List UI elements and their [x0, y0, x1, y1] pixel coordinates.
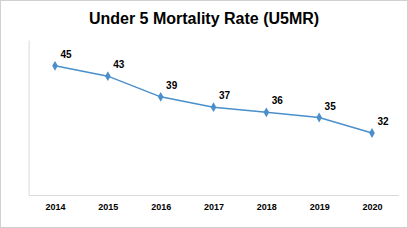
x-tick: 2016: [151, 195, 171, 212]
data-label: 37: [219, 90, 231, 101]
x-tick: 2018: [257, 195, 277, 212]
x-tick: 2017: [204, 195, 224, 212]
x-axis-line: [29, 195, 399, 196]
x-tick-label: 2014: [45, 202, 65, 212]
x-tick-label: 2020: [362, 202, 382, 212]
x-tick-label: 2018: [257, 202, 277, 212]
data-label: 36: [272, 95, 284, 106]
plot-area: [52, 61, 375, 138]
data-label: 39: [166, 80, 178, 91]
x-tick: 2019: [310, 195, 330, 212]
data-label: 43: [113, 59, 125, 70]
data-label: 35: [325, 101, 337, 112]
marker: [158, 92, 164, 102]
marker: [316, 113, 322, 123]
data-labels: 45 43 39 37 36 35 32: [60, 49, 389, 127]
marker: [369, 128, 375, 138]
y-axis: [29, 41, 30, 196]
x-tick: 2015: [98, 195, 118, 212]
x-tick-label: 2019: [310, 202, 330, 212]
data-label: 45: [60, 49, 72, 60]
title: Under 5 Mortality Rate (U5MR): [89, 10, 319, 27]
marker: [263, 107, 269, 117]
marker: [52, 61, 58, 71]
x-tick: 2014: [45, 195, 65, 212]
data-label: 32: [377, 116, 389, 127]
x-tick: 2020: [362, 195, 382, 212]
x-axis: 2014 2015 2016 2017 2018 2019 2020: [29, 195, 399, 212]
y-axis-line: [29, 41, 30, 196]
marker: [105, 71, 111, 81]
chart: Under 5 Mortality Rate (U5MR)20142015201…: [0, 0, 408, 228]
chart-frame: [1, 1, 408, 228]
x-tick-label: 2016: [151, 202, 171, 212]
x-tick-label: 2017: [204, 202, 224, 212]
line: [55, 66, 372, 133]
x-tick-label: 2015: [98, 202, 118, 212]
marker: [211, 102, 217, 112]
